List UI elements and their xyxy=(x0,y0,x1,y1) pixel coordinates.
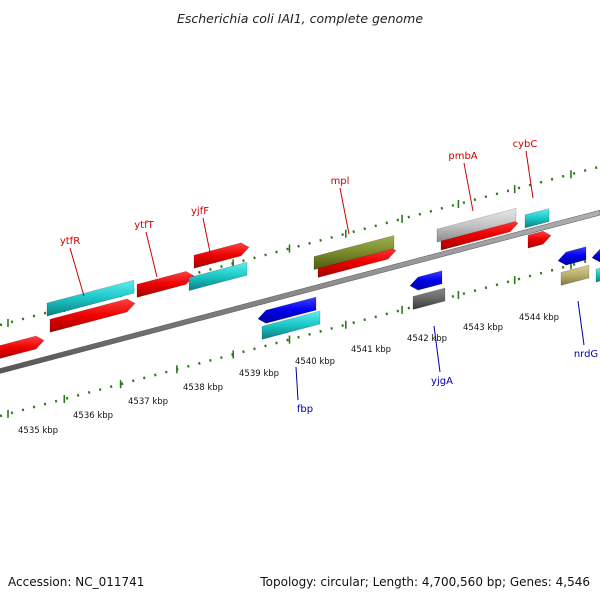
genome-summary-text: Topology: circular; Length: 4,700,560 bp… xyxy=(259,575,590,589)
gene-feature[interactable] xyxy=(412,287,446,310)
gene-label-ytfT[interactable]: ytfT xyxy=(134,220,154,231)
gene-label-fbp[interactable]: fbp xyxy=(297,404,313,415)
ruler-label: 4543 kbp xyxy=(463,323,503,333)
label-leader-line xyxy=(577,300,585,346)
label-leader-line xyxy=(463,162,474,212)
ruler-label: 4535 kbp xyxy=(18,426,58,436)
map-title: Escherichia coli IAI1, complete genome xyxy=(177,11,423,26)
label-leader-line xyxy=(69,247,85,297)
gene-label-mpl[interactable]: mpl xyxy=(331,176,350,187)
gene-feature[interactable] xyxy=(261,310,321,340)
reverse-tick-track xyxy=(0,256,600,418)
gene-label-nrdG[interactable]: nrdG xyxy=(574,349,598,360)
ruler-label: 4541 kbp xyxy=(351,345,391,355)
ruler-label: 4544 kbp xyxy=(519,313,559,323)
gene-label-yjfF[interactable]: yjfF xyxy=(191,206,209,217)
gene-feature[interactable] xyxy=(591,248,600,263)
label-leader-line xyxy=(145,231,158,278)
ruler-label: 4537 kbp xyxy=(128,397,168,407)
gene-feature[interactable] xyxy=(193,242,250,269)
ruler-label: 4538 kbp xyxy=(183,383,223,393)
ruler-label: 4536 kbp xyxy=(73,411,113,421)
gene-feature[interactable] xyxy=(436,207,517,243)
genome-map-track: ytfR ytfT yjfF mpl pmbA cybC fbp yjgA nr… xyxy=(0,139,600,436)
gene-feature[interactable] xyxy=(560,264,590,286)
gene-feature[interactable] xyxy=(557,246,587,266)
gene-features xyxy=(0,207,600,360)
gene-feature[interactable] xyxy=(595,267,600,283)
accession-text: Accession: NC_011741 xyxy=(8,575,144,589)
label-leader-line xyxy=(202,217,213,263)
gene-label-ytfR[interactable]: ytfR xyxy=(60,236,80,247)
gene-feature[interactable] xyxy=(524,208,550,229)
gene-feature[interactable] xyxy=(46,279,135,317)
label-leader-line xyxy=(295,366,299,401)
gene-feature[interactable] xyxy=(49,298,136,333)
gene-feature[interactable] xyxy=(257,296,317,324)
gene-feature[interactable] xyxy=(527,230,552,249)
gene-label-pmbA[interactable]: pmbA xyxy=(448,151,477,162)
gene-feature[interactable] xyxy=(136,271,195,298)
label-leader-line xyxy=(525,150,534,199)
gene-label-cybC[interactable]: cybC xyxy=(513,139,538,150)
gene-labels: ytfR ytfT yjfF mpl pmbA cybC fbp yjgA nr… xyxy=(60,139,598,415)
gene-feature[interactable] xyxy=(0,335,45,360)
genome-backbone xyxy=(0,209,600,374)
label-leader-line xyxy=(433,325,441,373)
gene-feature[interactable] xyxy=(313,235,395,270)
gene-label-yjgA[interactable]: yjgA xyxy=(431,376,453,387)
ruler-label: 4542 kbp xyxy=(407,334,447,344)
ruler-label: 4539 kbp xyxy=(239,369,279,379)
label-leader-line xyxy=(339,187,350,235)
label-leaders xyxy=(69,150,585,401)
gene-feature[interactable] xyxy=(188,261,248,291)
ruler-label: 4540 kbp xyxy=(295,357,335,367)
gene-feature[interactable] xyxy=(409,270,443,291)
ruler-labels: 4535 kbp 4536 kbp 4537 kbp 4538 kbp 4539… xyxy=(18,313,559,436)
